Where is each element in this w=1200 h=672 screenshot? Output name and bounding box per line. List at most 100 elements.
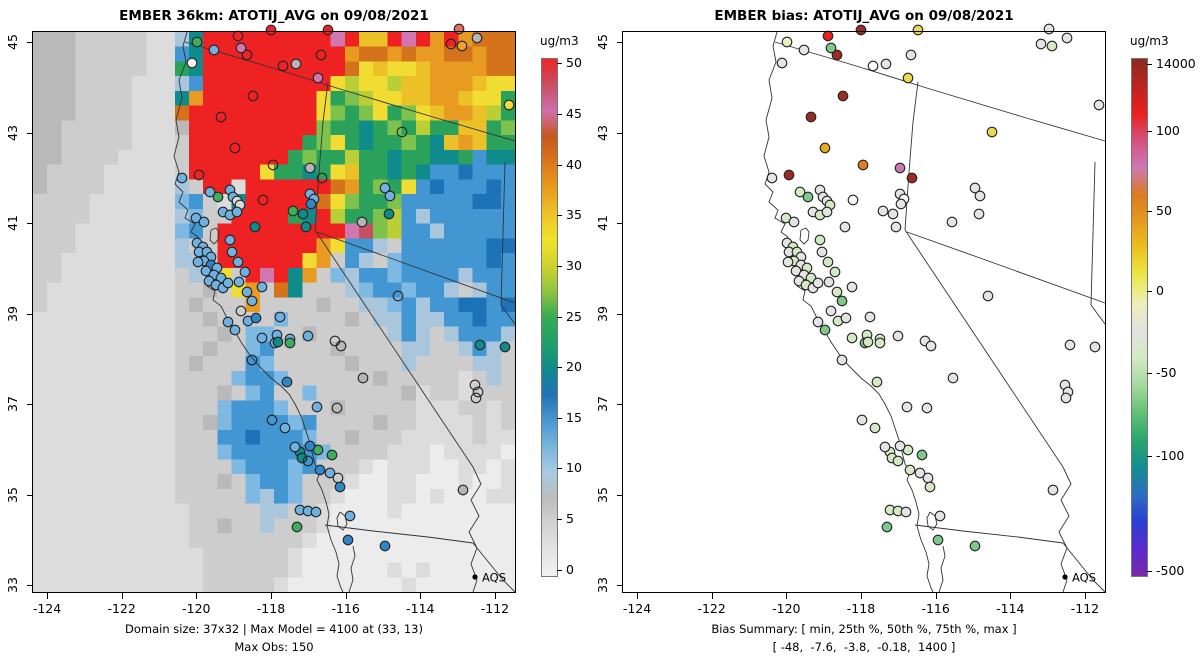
station-point[interactable] <box>304 162 316 174</box>
station-point[interactable] <box>783 169 795 181</box>
station-point[interactable] <box>247 90 259 102</box>
station-point[interactable] <box>229 142 241 154</box>
station-point[interactable] <box>892 330 904 342</box>
station-point[interactable] <box>969 540 981 552</box>
station-point[interactable] <box>212 191 224 203</box>
station-point[interactable] <box>503 99 515 111</box>
station-point[interactable] <box>912 24 924 36</box>
station-point[interactable] <box>297 208 309 220</box>
station-point[interactable] <box>235 305 247 317</box>
station-point[interactable] <box>289 441 301 453</box>
station-point[interactable] <box>982 290 994 302</box>
station-point[interactable] <box>814 234 826 246</box>
station-point[interactable] <box>781 36 793 48</box>
station-point[interactable] <box>457 484 469 496</box>
station-point[interactable] <box>805 111 817 123</box>
station-point[interactable] <box>287 205 299 217</box>
station-point[interactable] <box>208 44 220 56</box>
station-point[interactable] <box>934 510 946 522</box>
station-point[interactable] <box>825 305 837 317</box>
station-point[interactable] <box>973 208 985 220</box>
station-point[interactable] <box>290 58 302 70</box>
station-point[interactable] <box>322 24 334 36</box>
station-point[interactable] <box>193 169 205 181</box>
station-point[interactable] <box>816 246 828 258</box>
station-point[interactable] <box>782 256 794 268</box>
station-point[interactable] <box>256 332 268 344</box>
station-point[interactable] <box>821 206 833 218</box>
station-point[interactable] <box>831 286 843 298</box>
station-point[interactable] <box>819 142 831 154</box>
station-point[interactable] <box>305 198 317 210</box>
station-point[interactable] <box>839 221 851 233</box>
station-point[interactable] <box>802 191 814 203</box>
station-point[interactable] <box>256 281 268 293</box>
station-point[interactable] <box>192 256 204 268</box>
station-point[interactable] <box>969 182 981 194</box>
station-point[interactable] <box>902 72 914 84</box>
station-point[interactable] <box>469 379 481 391</box>
station-point[interactable] <box>892 455 904 467</box>
station-point[interactable] <box>232 30 244 42</box>
station-point[interactable] <box>874 337 886 349</box>
station-point[interactable] <box>916 449 928 461</box>
station-point[interactable] <box>226 246 238 258</box>
station-point[interactable] <box>392 290 404 302</box>
station-point[interactable] <box>379 182 391 194</box>
station-point[interactable] <box>794 186 806 198</box>
station-point[interactable] <box>470 392 482 404</box>
station-point[interactable] <box>905 49 917 61</box>
station-point[interactable] <box>331 402 343 414</box>
station-point[interactable] <box>344 510 356 522</box>
station-point[interactable] <box>974 190 986 202</box>
station-point[interactable] <box>864 311 876 323</box>
station-point[interactable] <box>895 198 907 210</box>
station-point[interactable] <box>1043 23 1055 35</box>
station-point[interactable] <box>315 49 327 61</box>
station-point[interactable] <box>257 194 269 206</box>
station-point[interactable] <box>776 57 788 69</box>
station-point[interactable] <box>222 316 234 328</box>
station-point[interactable] <box>302 455 314 467</box>
bias-map-plot[interactable]: AQS <box>622 23 1106 593</box>
station-point[interactable] <box>383 208 395 220</box>
station-point[interactable] <box>766 172 778 184</box>
station-point[interactable] <box>1061 32 1073 44</box>
station-point[interactable] <box>456 40 468 52</box>
station-point[interactable] <box>922 472 934 484</box>
station-point[interactable] <box>471 32 483 44</box>
station-point[interactable] <box>862 336 874 348</box>
station-point[interactable] <box>474 339 486 351</box>
station-point[interactable] <box>921 402 933 414</box>
station-point[interactable] <box>472 386 484 398</box>
station-point[interactable] <box>453 23 465 35</box>
station-point[interactable] <box>241 286 253 298</box>
station-point[interactable] <box>222 277 234 289</box>
station-point[interactable] <box>326 449 338 461</box>
station-point[interactable] <box>235 42 247 54</box>
station-point[interactable] <box>310 506 322 518</box>
station-point[interactable] <box>267 159 279 171</box>
station-point[interactable] <box>277 60 289 72</box>
station-point[interactable] <box>846 332 858 344</box>
station-point[interactable] <box>901 401 913 413</box>
station-point[interactable] <box>246 295 258 307</box>
station-point[interactable] <box>819 324 831 336</box>
station-point[interactable] <box>266 414 278 426</box>
station-point[interactable] <box>356 216 368 228</box>
station-point[interactable] <box>215 111 227 123</box>
station-point[interactable] <box>947 372 959 384</box>
station-point[interactable] <box>1035 38 1047 50</box>
station-point[interactable] <box>279 422 291 434</box>
station-point[interactable] <box>239 266 251 278</box>
station-point[interactable] <box>334 481 346 493</box>
station-point[interactable] <box>233 276 245 288</box>
station-point[interactable] <box>335 340 347 352</box>
station-point[interactable] <box>924 481 936 493</box>
station-point[interactable] <box>857 159 869 171</box>
station-point[interactable] <box>932 534 944 546</box>
station-point[interactable] <box>231 206 243 218</box>
station-point[interactable] <box>272 336 284 348</box>
station-point[interactable] <box>229 324 241 336</box>
station-point[interactable] <box>291 521 303 533</box>
